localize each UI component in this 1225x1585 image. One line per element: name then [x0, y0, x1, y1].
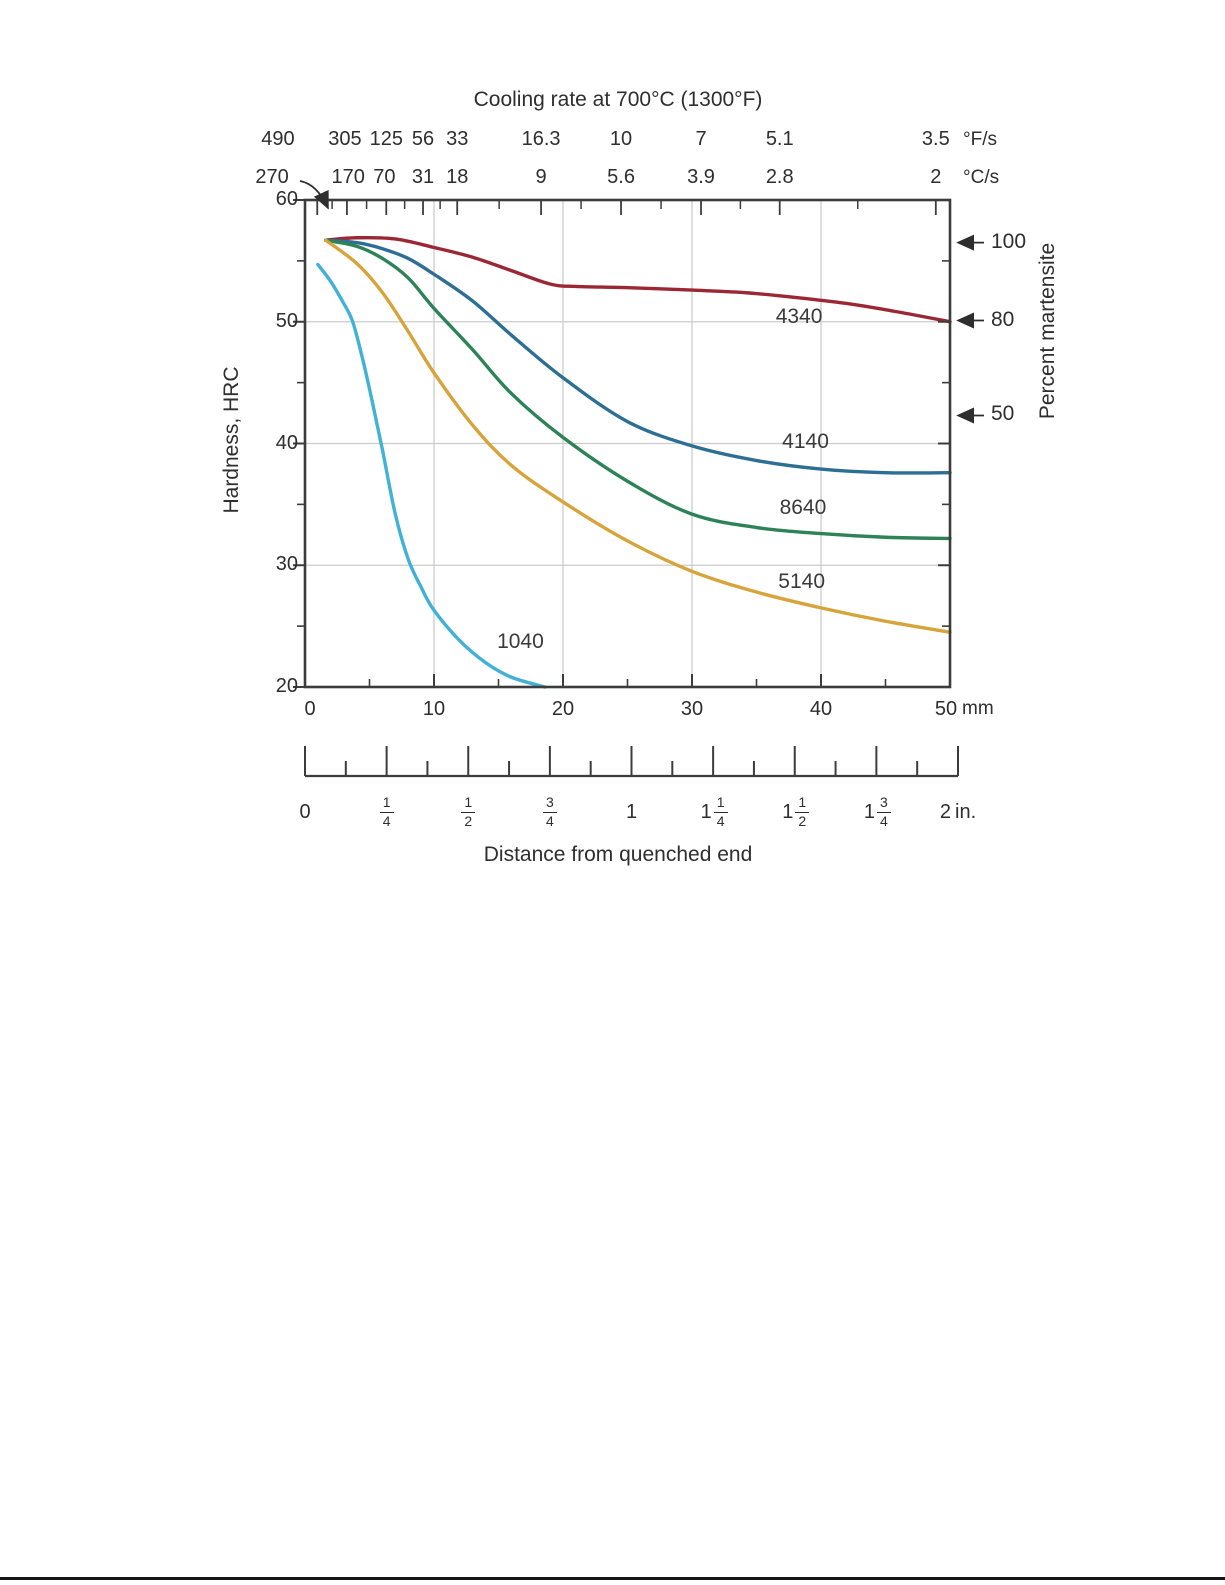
series-label-5140: 5140 — [778, 570, 825, 594]
x-tick-label-mm: 10 — [422, 698, 446, 720]
x-tick-label-mm: 40 — [809, 698, 833, 720]
cooling-rate-cps-label: 3.9 — [687, 166, 715, 188]
y-tick-label: 20 — [275, 675, 298, 697]
x-tick-label-mm: 30 — [680, 698, 704, 720]
x-tick-label-mm: 50 — [934, 698, 958, 720]
cooling-rate-fps-label: 10 — [609, 128, 633, 150]
cooling-rate-cps-label: 18 — [446, 166, 469, 188]
martensite-label: 50 — [991, 402, 1015, 426]
cps-unit-label: °C/s — [963, 167, 1000, 188]
series-label-8640: 8640 — [779, 496, 827, 520]
cooling-rate-fps-label: 5.1 — [765, 128, 794, 150]
cooling-rate-fps-label: 3.5 — [921, 128, 950, 150]
inch-tick-label: 2 in. — [939, 800, 977, 823]
chart-canvas — [293, 180, 984, 778]
fps-unit-label: °F/s — [963, 129, 997, 150]
inch-tick-label: 0 — [299, 800, 311, 823]
y-tick-label: 60 — [275, 188, 298, 210]
page-bottom-rule — [0, 1577, 1225, 1580]
cooling-rate-cps-label: 2.8 — [765, 166, 794, 188]
curve-8640 — [323, 238, 952, 541]
mm-unit-label: mm — [962, 698, 994, 719]
chart-title: Cooling rate at 700°C (1300°F) — [473, 88, 763, 111]
y-axis-label: Hardness, HRC — [220, 366, 243, 514]
cooling-rate-fps-label: 33 — [446, 128, 469, 150]
inch-tick-label: 1 — [625, 800, 638, 823]
cooling-rate-cps-label: 2 — [930, 166, 942, 188]
cooling-corner-arrow-icon — [299, 180, 329, 210]
cooling-rate-fps-label: 16.3 — [521, 128, 561, 150]
y-tick-label: 30 — [275, 553, 298, 576]
x-tick-label-mm: 20 — [551, 698, 575, 720]
y-tick-label: 50 — [275, 309, 298, 332]
series-label-1040: 1040 — [497, 629, 544, 653]
x-axis-label: Distance from quenched end — [483, 843, 753, 866]
cooling-rate-cps-label: 270 — [255, 166, 289, 188]
x-tick-label-mm: 0 — [304, 698, 316, 720]
cooling-rate-fps-label: 56 — [411, 128, 435, 150]
curve-4340 — [323, 235, 952, 324]
cooling-rate-cps-label: 170 — [331, 166, 365, 188]
series-label-4140: 4140 — [782, 430, 829, 454]
cooling-rate-fps-label: 125 — [369, 128, 403, 150]
curve-5140 — [323, 238, 952, 634]
curve-1040 — [316, 262, 547, 689]
cooling-rate-cps-label: 5.6 — [607, 166, 635, 188]
cooling-rate-fps-label: 305 — [328, 128, 362, 150]
cooling-rate-cps-label: 70 — [373, 166, 396, 188]
martensite-label: 100 — [991, 229, 1027, 253]
series-label-4340: 4340 — [775, 304, 823, 328]
cooling-rate-fps-label: 490 — [261, 128, 295, 150]
martensite-label: 80 — [991, 307, 1015, 331]
y-tick-label: 40 — [275, 431, 298, 454]
cooling-rate-cps-label: 31 — [411, 166, 435, 188]
cooling-rate-cps-label: 9 — [535, 166, 547, 188]
curve-4140 — [323, 238, 952, 475]
cooling-rate-fps-label: 7 — [695, 128, 707, 150]
